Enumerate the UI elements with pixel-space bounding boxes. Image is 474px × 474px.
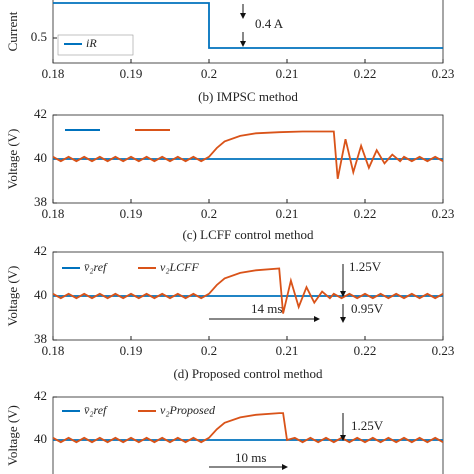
plot-lines	[53, 267, 443, 314]
x-tick-label: 0.23	[432, 206, 455, 221]
x-tick-label: 0.2	[201, 206, 217, 221]
annotation: 0.4 A	[255, 16, 284, 31]
x-tick-label: 0.22	[354, 66, 377, 81]
legend-label: v₂Proposed	[160, 403, 216, 417]
legend-label: v₂LCFF	[160, 260, 200, 274]
y-axis-label: Voltage (V)	[5, 129, 20, 190]
plot-lines	[53, 412, 443, 444]
x-tick-label: 0.23	[432, 343, 455, 358]
annotation: 0.95V	[351, 301, 384, 316]
annotation: 1.25V	[349, 259, 382, 274]
y-tick-label: 42	[34, 243, 47, 258]
annotation: 14 ms	[251, 301, 282, 316]
series-line	[53, 412, 443, 444]
x-tick-label: 0.18	[42, 206, 65, 221]
x-tick-label: 0.22	[354, 343, 377, 358]
y-tick-label: 40	[34, 431, 47, 446]
series-line	[53, 267, 443, 314]
plot-lines	[53, 130, 443, 179]
x-tick-label: 0.19	[120, 343, 143, 358]
y-tick-label: 0.5	[31, 29, 47, 44]
plot-frame	[52, 0, 444, 64]
y-tick-label: 38	[34, 194, 47, 209]
y-tick-label: 40	[34, 287, 47, 302]
y-tick-label: 42	[34, 388, 47, 403]
y-tick-label: 42	[34, 106, 47, 121]
x-tick-label: 0.23	[432, 66, 455, 81]
plot-lines	[53, 2, 443, 49]
x-tick-label: 0.21	[276, 66, 299, 81]
annotation: 1.25V	[351, 418, 384, 433]
legend-label: iR	[86, 36, 97, 50]
y-tick-label: 38	[34, 331, 47, 346]
x-tick-label: 0.2	[201, 66, 217, 81]
y-axis-label: Current	[5, 11, 20, 51]
legend-label: v̄₂ref	[84, 403, 108, 417]
y-axis-label: Voltage (V)	[5, 405, 20, 466]
y-axis-label: Voltage (V)	[5, 266, 20, 327]
x-tick-label: 0.21	[276, 206, 299, 221]
caption: (b) IMPSC method	[198, 89, 298, 104]
annotation: 10 ms	[235, 450, 266, 465]
x-tick-label: 0.2	[201, 343, 217, 358]
y-tick-label: 40	[34, 150, 47, 165]
series-line	[53, 130, 443, 179]
legend-box	[57, 34, 134, 56]
x-tick-label: 0.18	[42, 343, 65, 358]
caption: (d) Proposed control method	[173, 366, 323, 381]
caption: (c) LCFF control method	[182, 227, 314, 242]
x-tick-label: 0.19	[120, 66, 143, 81]
x-tick-label: 0.21	[276, 343, 299, 358]
series-line	[53, 2, 443, 49]
x-tick-label: 0.22	[354, 206, 377, 221]
x-tick-label: 0.18	[42, 66, 65, 81]
x-tick-label: 0.19	[120, 206, 143, 221]
legend-label: v̄₂ref	[84, 260, 108, 274]
